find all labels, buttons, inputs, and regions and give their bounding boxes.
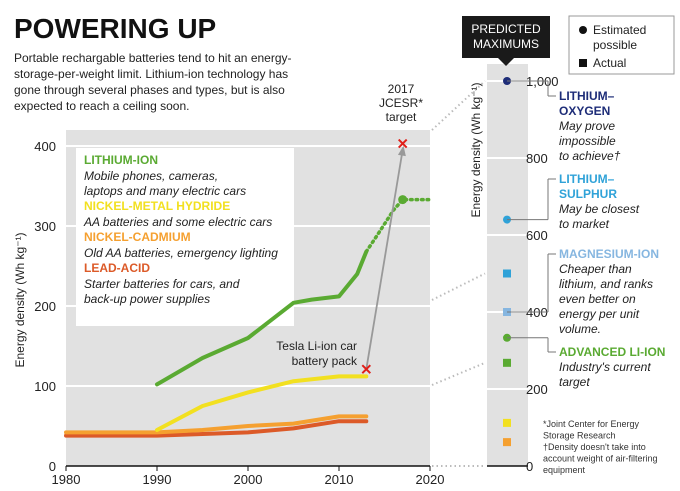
legend-series-name: LITHIUM-ION bbox=[84, 153, 158, 167]
series-legend-box bbox=[76, 148, 294, 326]
series-line bbox=[155, 249, 369, 387]
actual-point bbox=[503, 269, 511, 278]
legend-series-description: Starter batteries for cars, and bbox=[84, 277, 240, 291]
maximum-note: May be closest bbox=[559, 202, 640, 216]
arrow-head bbox=[397, 145, 406, 157]
legend-estimated-label-line2: possible bbox=[593, 38, 637, 52]
tesla-to-target-arrow bbox=[365, 149, 404, 370]
maximum-name: LITHIUM– bbox=[559, 172, 615, 186]
connector-line bbox=[431, 361, 486, 386]
maximum-note: May prove bbox=[559, 119, 615, 133]
maximum-note: to achieve† bbox=[559, 149, 621, 163]
legend-series-name: NICKEL-METAL HYDRIDE bbox=[84, 199, 230, 213]
maximum-note: impossible bbox=[559, 134, 616, 148]
legend-actual-marker bbox=[579, 59, 587, 67]
maximums-title-line: PREDICTED bbox=[471, 22, 541, 36]
tesla-label: battery pack bbox=[292, 354, 358, 368]
projection-marker bbox=[398, 195, 408, 205]
main-x-tick-label: 1980 bbox=[52, 472, 81, 487]
main-y-tick-label: 400 bbox=[34, 139, 56, 154]
legend-series-description: AA batteries and some electric cars bbox=[83, 215, 272, 229]
maximum-name: SULPHUR bbox=[559, 187, 617, 201]
main-x-tick-label: 2000 bbox=[234, 472, 263, 487]
main-y-tick-label: 300 bbox=[34, 219, 56, 234]
actual-point bbox=[503, 358, 511, 367]
maximum-note: Industry's current bbox=[559, 360, 651, 374]
main-x-axis-ticks: 1980 1990 2000 2010 2020 bbox=[52, 466, 445, 487]
intro-line: storage-per-weight limit. Lithium-ion te… bbox=[14, 67, 288, 81]
intro-line: Portable rechargable batteries tend to h… bbox=[14, 51, 292, 65]
legend-series-description: Old AA batteries, emergency lighting bbox=[84, 246, 278, 260]
maximums-y-tick-label: 600 bbox=[526, 228, 548, 243]
maximum-name: ADVANCED LI-ION bbox=[559, 345, 665, 359]
intro-line: gone through several phases and types, b… bbox=[14, 83, 285, 97]
maximums-y-tick-label: 200 bbox=[526, 382, 548, 397]
actual-point bbox=[503, 418, 511, 427]
actual-point bbox=[503, 438, 511, 447]
footnotes: *Joint Center for Energy Storage Research… bbox=[543, 419, 658, 475]
legend-series-name: NICKEL-CADMIUM bbox=[84, 230, 191, 244]
tesla-marker bbox=[361, 364, 372, 374]
tesla-label: Tesla Li-ion car bbox=[276, 339, 357, 353]
main-x-tick-label: 2020 bbox=[416, 472, 445, 487]
intro-line: expected to reach a ceiling soon. bbox=[14, 99, 189, 113]
maximums-title-pointer bbox=[498, 58, 514, 66]
legend-estimated-label: Estimated bbox=[593, 23, 646, 37]
footnote-line: Storage Research bbox=[543, 431, 616, 441]
series-line bbox=[64, 419, 369, 438]
legend-actual-label: Actual bbox=[593, 56, 626, 70]
main-x-tick-label: 2010 bbox=[325, 472, 354, 487]
main-y-tick-label: 200 bbox=[34, 299, 56, 314]
jcesr-label: 2017 bbox=[388, 82, 415, 96]
series-lines bbox=[64, 195, 432, 438]
footnote-line: *Joint Center for Energy bbox=[543, 419, 640, 429]
series-line bbox=[155, 374, 369, 432]
maximums-title-line: MAXIMUMS bbox=[473, 37, 539, 51]
legend-estimated-marker bbox=[579, 26, 587, 34]
maximum-note: energy per unit bbox=[559, 307, 640, 321]
footnote-line: †Density doesn't take into bbox=[543, 442, 646, 452]
maximums-y-tick-label: 0 bbox=[526, 459, 533, 474]
jcesr-label: target bbox=[386, 110, 417, 124]
maximum-note: even better on bbox=[559, 292, 636, 306]
maximum-note: volume. bbox=[559, 322, 601, 336]
maximum-name: LITHIUM– bbox=[559, 89, 615, 103]
maximums-title-box bbox=[462, 16, 550, 58]
series-line bbox=[64, 414, 369, 435]
series-legend: LITHIUM-ION Mobile phones, cameras,laptop… bbox=[83, 153, 278, 306]
connector-line bbox=[431, 272, 486, 301]
main-y-axis-ticks: 0 100 200 300 400 bbox=[34, 139, 56, 474]
jcesr-target-marker bbox=[397, 138, 408, 149]
jcesr-label: JCESR* bbox=[379, 96, 423, 110]
footnote-line: equipment bbox=[543, 465, 586, 475]
maximum-name: OXYGEN bbox=[559, 104, 610, 118]
legend-series-description: back-up power supplies bbox=[84, 292, 210, 306]
connector-lines bbox=[431, 80, 486, 467]
main-x-tick-label: 1990 bbox=[143, 472, 172, 487]
maximum-note: to market bbox=[559, 217, 610, 231]
footnote-line: account weight of air-filtering bbox=[543, 454, 658, 464]
connector-line bbox=[431, 80, 486, 131]
intro-text: Portable rechargable batteries tend to h… bbox=[14, 51, 292, 113]
maximum-name: MAGNESIUM-ION bbox=[559, 247, 659, 261]
page-title: POWERING UP bbox=[14, 13, 216, 44]
legend-series-description: laptops and many electric cars bbox=[84, 184, 246, 198]
main-y-tick-label: 0 bbox=[49, 459, 56, 474]
main-y-tick-label: 100 bbox=[34, 379, 56, 394]
maximums-y-axis-label: Energy density (Wh kg⁻¹) bbox=[469, 82, 483, 217]
maximums-panel bbox=[487, 64, 528, 466]
maximums-y-tick-label: 800 bbox=[526, 151, 548, 166]
main-y-axis-label: Energy density (Wh kg⁻¹) bbox=[13, 232, 27, 367]
legend-series-description: Mobile phones, cameras, bbox=[84, 169, 218, 183]
legend-series-name: LEAD-ACID bbox=[84, 261, 150, 275]
maximum-note: lithium, and ranks bbox=[559, 277, 653, 291]
maximum-note: Cheaper than bbox=[559, 262, 632, 276]
maximum-note: target bbox=[559, 375, 590, 389]
